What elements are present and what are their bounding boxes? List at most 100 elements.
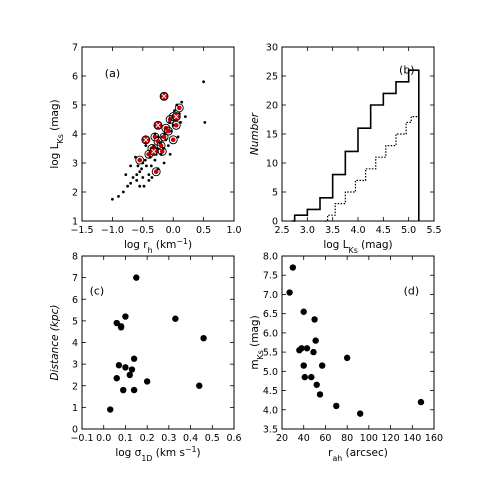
x-tick-label: 0.0 <box>96 433 111 444</box>
data-point <box>135 179 139 182</box>
x-axis-label: rah (arcsec) <box>328 447 388 463</box>
data-point-circled <box>153 136 163 146</box>
data-point <box>117 324 125 331</box>
data-point-circled <box>159 132 169 142</box>
data-point <box>128 366 136 373</box>
y-tick-label: 6.0 <box>263 328 278 339</box>
panel-b: 2.5 3.0 3.5 4.0 4.5 5.0 5.5 0 5 10 15 20 25 30 log LKs… <box>249 43 442 255</box>
data-point <box>176 135 180 139</box>
x-tick-label: 140 <box>403 433 421 444</box>
y-axis-label: Number <box>249 112 261 155</box>
x-tick-label: 3.0 <box>300 225 315 236</box>
data-point <box>129 164 133 168</box>
y-tick-label: 6 <box>72 72 78 83</box>
y-tick-label: 25 <box>266 72 278 83</box>
data-point <box>356 410 364 417</box>
cross-mark <box>161 93 167 99</box>
data-point <box>130 355 138 362</box>
data-point <box>313 381 320 388</box>
data-point-circled <box>171 120 181 130</box>
data-point-red <box>161 134 167 140</box>
y-tick-label: 0 <box>72 425 78 436</box>
data-point <box>111 197 114 201</box>
cross-mark <box>151 148 157 154</box>
data-point <box>130 386 138 394</box>
x-tick-label: 0.5 <box>205 433 220 444</box>
data-point <box>136 164 140 168</box>
histogram-dotted <box>325 116 420 222</box>
data-point <box>131 176 135 179</box>
x-axis-label: log rh (km−1) <box>124 237 192 255</box>
data-point <box>173 109 176 113</box>
x-tick-label: 60 <box>319 433 331 444</box>
panel-label: (a) <box>105 67 120 80</box>
x-tick-label: 4.0 <box>350 225 365 236</box>
y-tick-label: 7 <box>72 43 78 54</box>
x-tick-label: 2.5 <box>274 225 289 236</box>
data-point <box>303 345 311 352</box>
data-point <box>172 315 179 322</box>
data-point <box>124 173 128 177</box>
y-tick-label: 3 <box>72 159 78 170</box>
y-tick-label: 20 <box>266 101 278 112</box>
data-point <box>298 345 305 352</box>
axes-frame <box>81 46 235 222</box>
data-point <box>312 337 319 344</box>
y-tick-label: 4.5 <box>263 386 278 397</box>
x-tick-label: −1.5 <box>70 225 93 236</box>
x-tick-label: 0.5 <box>196 225 211 236</box>
cross-mark <box>173 114 179 120</box>
data-point-circled <box>161 123 171 133</box>
x-tick-label: 5.0 <box>401 225 416 236</box>
panel-c: −0.1 0.0 0.1 0.2 0.3 0.4 0.5 0.6 0 1 2 3 4 5 6 7 8 log σ1… <box>49 252 242 463</box>
data-point <box>166 144 170 148</box>
data-point <box>311 316 318 323</box>
data-point <box>144 144 148 148</box>
y-tick-label: 7 <box>72 273 78 284</box>
y-tick-label: 1 <box>72 403 78 414</box>
y-tick-label: 5.5 <box>263 348 278 359</box>
y-tick-label: 15 <box>266 130 278 141</box>
x-tick-label: 0.3 <box>161 433 176 444</box>
y-tick-label: 3 <box>72 360 78 371</box>
data-point <box>196 382 203 389</box>
data-point <box>115 362 123 369</box>
panel-d: 20 40 60 80 100 120 140 160 3.5 4.0 4.5 5.0 5.5 6.0 6.… <box>249 252 443 463</box>
data-point-circled <box>168 135 178 145</box>
data-point-circled <box>150 132 160 142</box>
data-point <box>200 334 207 342</box>
data-point <box>417 398 425 406</box>
data-point-red <box>166 128 171 134</box>
data-point <box>138 170 142 174</box>
x-tick-label: 120 <box>382 433 400 444</box>
x-axis-label: log LKs (mag) <box>323 239 392 255</box>
y-tick-label: 6.5 <box>263 309 278 320</box>
data-point <box>318 362 326 369</box>
y-tick-label: 8 <box>72 252 78 263</box>
cross-mark <box>155 122 161 128</box>
y-tick-label: 2 <box>72 188 78 199</box>
x-tick-label: 40 <box>298 433 310 444</box>
data-point <box>183 115 187 118</box>
x-tick-label: −0.1 <box>70 433 93 444</box>
x-tick-label: 80 <box>341 433 353 444</box>
x-tick-label: 0.6 <box>226 433 241 444</box>
data-point <box>138 184 142 188</box>
data-point <box>122 313 129 320</box>
y-tick-label: 5.0 <box>263 367 278 378</box>
x-tick-label: 0.0 <box>166 225 181 236</box>
data-point <box>122 364 129 371</box>
x-tick-label: 0.1 <box>118 433 133 444</box>
data-point <box>126 371 133 379</box>
x-tick-label: 100 <box>360 433 378 444</box>
data-point <box>143 378 151 385</box>
panel-a: −1.5 −1.0 −0.5 0.0 0.5 1.0 1 2 3 4 5 6 7 log rh (km−1… <box>49 43 242 255</box>
x-tick-label: 0.2 <box>140 433 155 444</box>
x-tick-label: 3.5 <box>325 225 340 236</box>
data-point-circled <box>163 126 173 136</box>
y-tick-label: 2 <box>72 381 78 392</box>
x-tick-label: 0.4 <box>183 433 198 444</box>
y-tick-label: 7.5 <box>263 271 278 282</box>
